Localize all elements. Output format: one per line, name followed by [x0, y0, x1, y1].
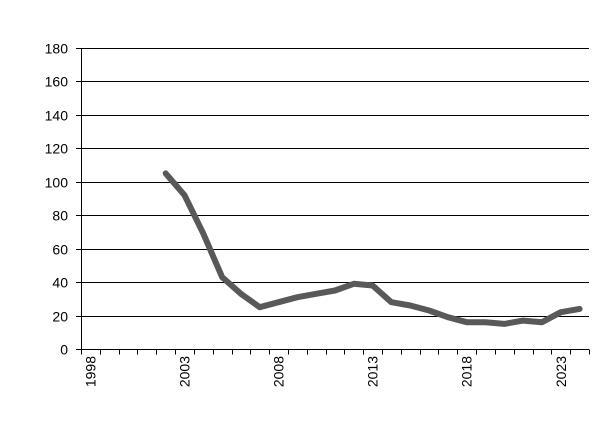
y-tick-label: 0: [60, 342, 68, 358]
series: [162, 170, 583, 327]
y-tick-label: 80: [52, 208, 68, 224]
y-tick-label: 160: [45, 74, 69, 90]
x-tick-labels: 1998 2003 2008 2013 2018 2023: [82, 356, 568, 387]
series-line: [162, 170, 583, 327]
y-tick-label: 100: [45, 175, 69, 191]
y-tick-label: 40: [52, 275, 68, 291]
axes: [76, 48, 590, 355]
x-tick-label: 2018: [459, 356, 475, 387]
y-tick-label: 20: [52, 309, 68, 325]
gridlines: [81, 48, 589, 317]
y-tick-labels: 0 20 40 60 80 100 120 140 160 180: [45, 41, 69, 358]
x-tick-label: 2013: [365, 356, 381, 387]
y-tick-label: 140: [45, 108, 69, 124]
y-tick-label: 60: [52, 242, 68, 258]
x-tick-label: 2008: [271, 356, 287, 387]
y-tick-label: 120: [45, 141, 69, 157]
y-tick-label: 180: [45, 41, 69, 57]
x-tick-label: 1998: [82, 356, 98, 387]
x-tick-label: 2003: [176, 356, 192, 387]
x-tick-label: 2023: [553, 356, 569, 387]
